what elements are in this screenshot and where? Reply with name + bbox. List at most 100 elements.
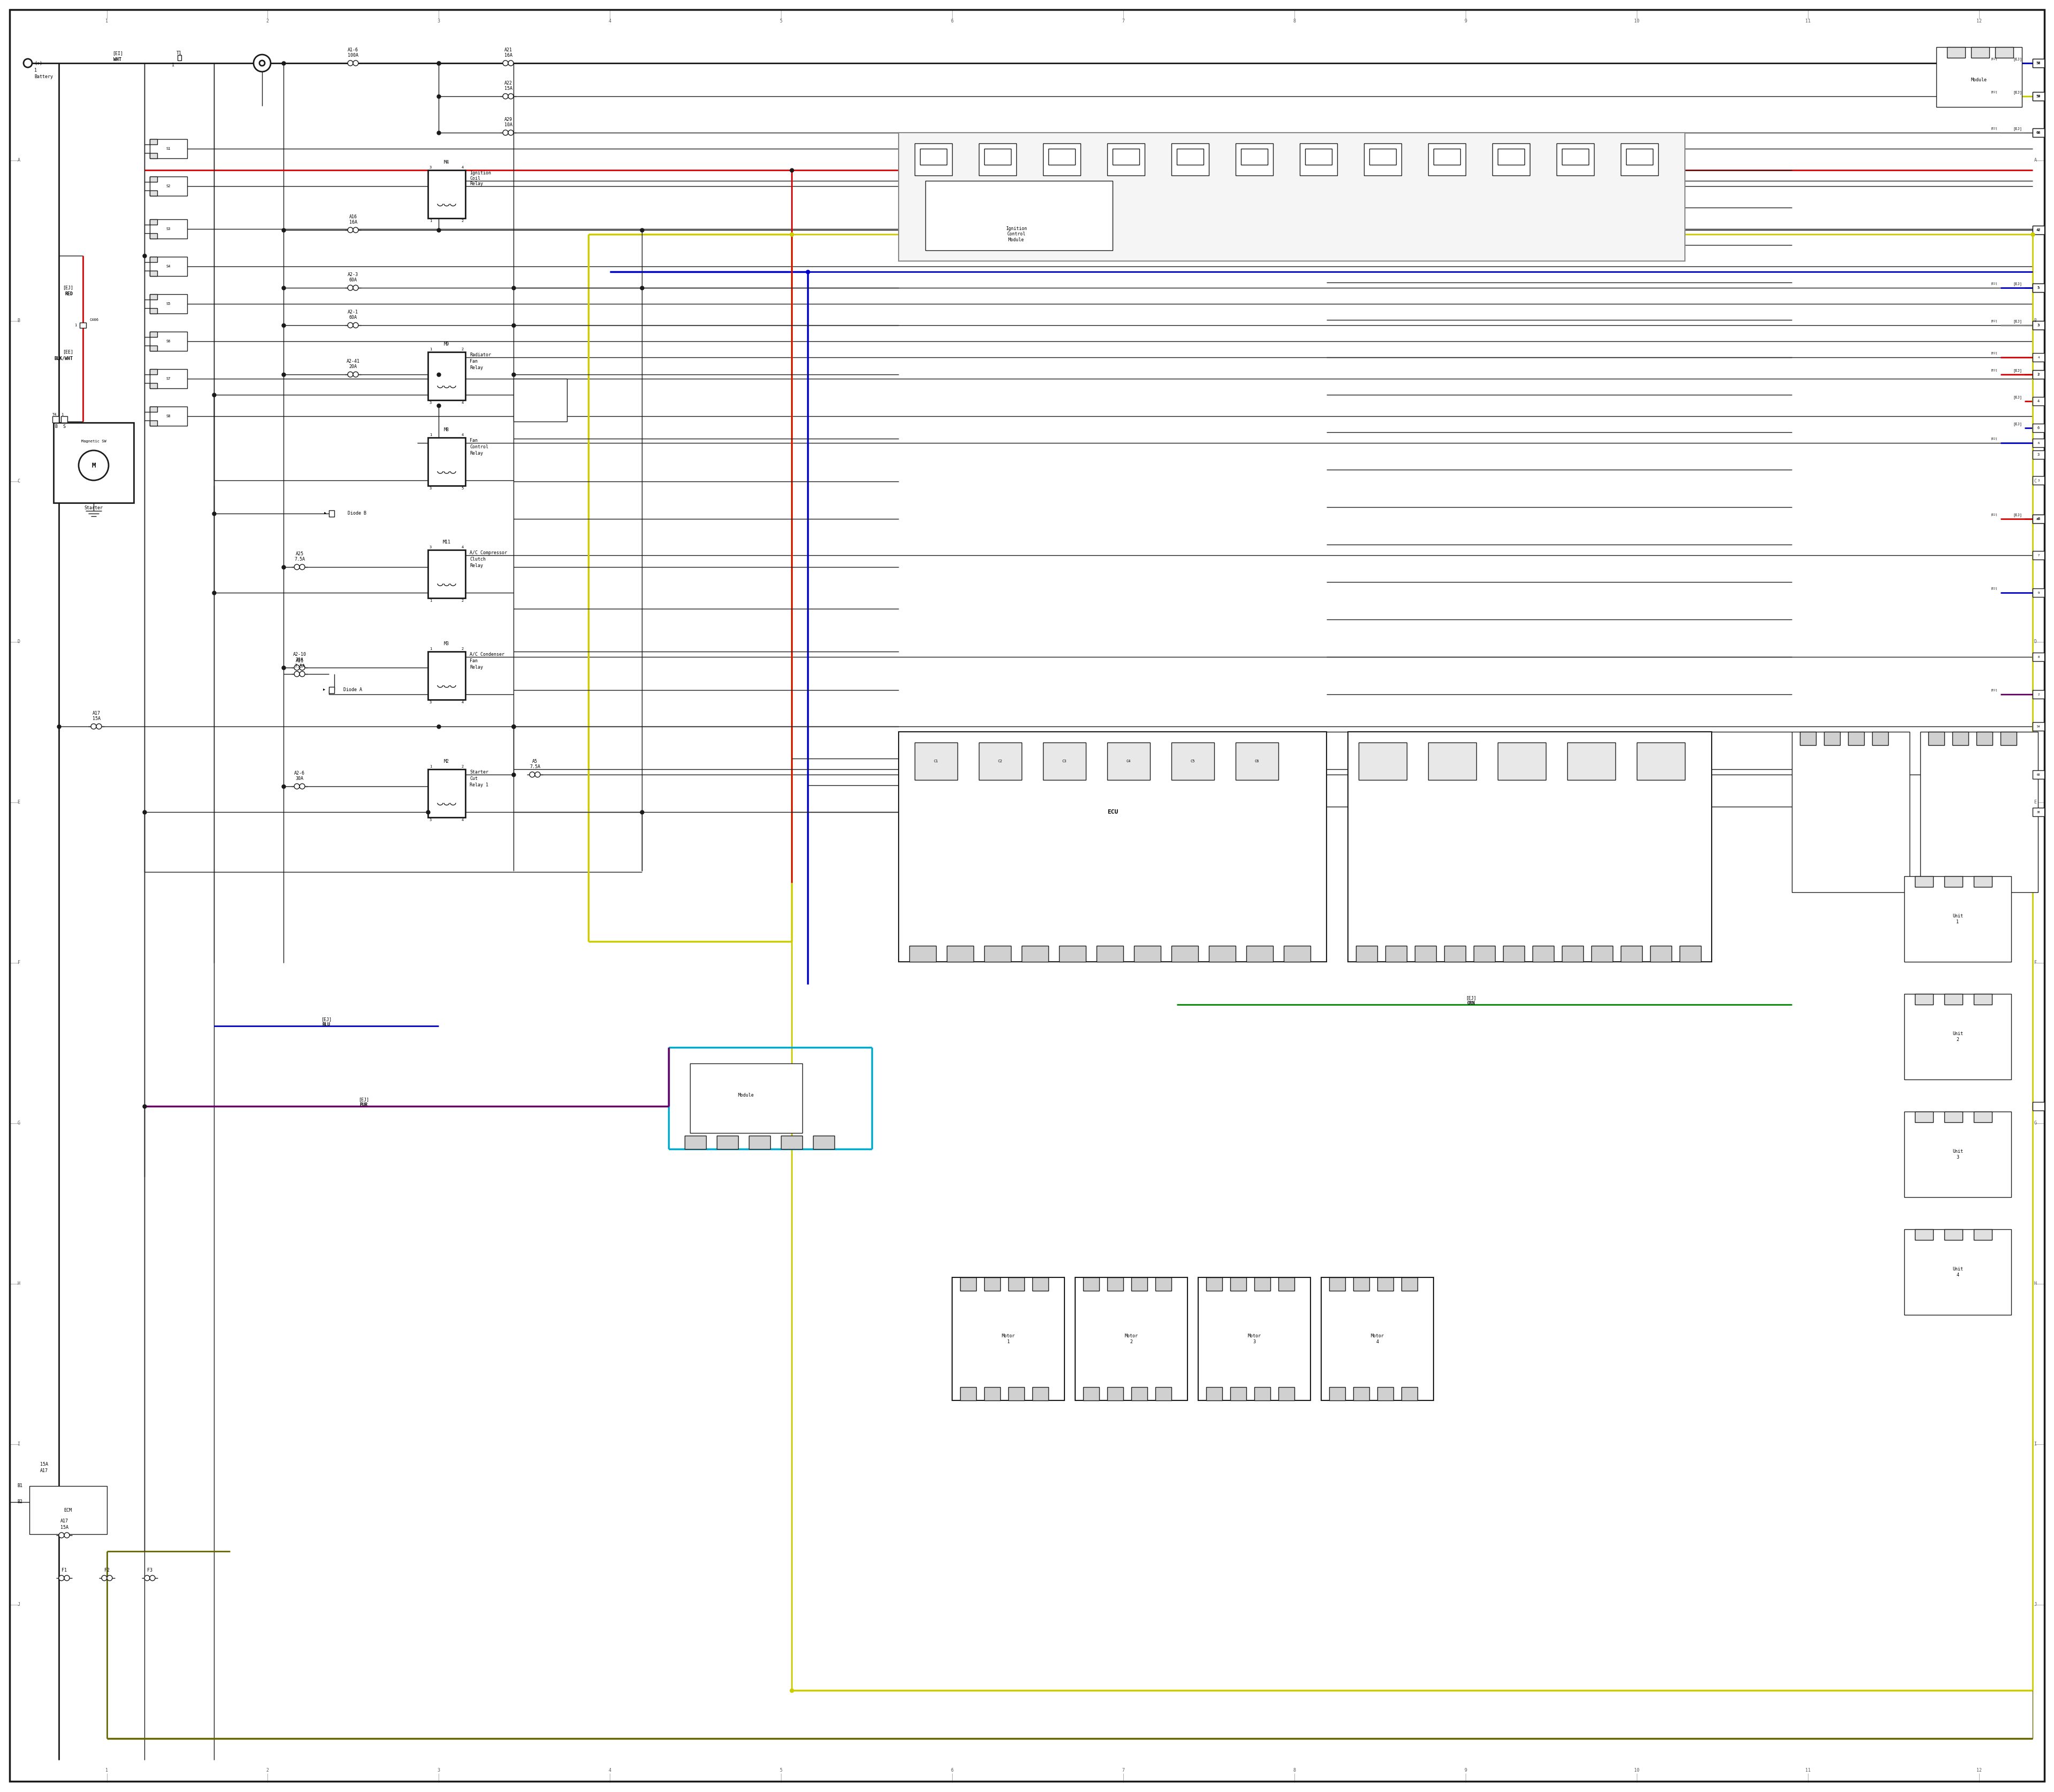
Bar <box>1043 143 1080 176</box>
Bar <box>150 219 158 224</box>
Text: A21: A21 <box>503 48 511 52</box>
Text: 3: 3 <box>429 401 431 405</box>
Bar <box>926 181 1113 251</box>
Bar <box>1354 1278 1370 1290</box>
Text: a5: a5 <box>2038 518 2040 520</box>
Bar <box>150 332 187 351</box>
Bar <box>1154 1387 1171 1400</box>
Text: D: D <box>2033 640 2038 645</box>
Text: Motor
1: Motor 1 <box>1002 1333 1015 1344</box>
Bar <box>2033 808 2044 817</box>
Bar <box>150 177 187 195</box>
Text: [EJ]: [EJ] <box>1990 281 1999 285</box>
Bar <box>1561 149 1588 165</box>
Text: S7: S7 <box>166 376 170 380</box>
Bar <box>1113 149 1140 165</box>
Text: A/C Compressor: A/C Compressor <box>470 550 507 556</box>
Bar <box>1370 149 1397 165</box>
Circle shape <box>107 1575 113 1581</box>
Text: 2: 2 <box>462 765 464 769</box>
Bar <box>1849 731 1865 745</box>
Text: Ignition: Ignition <box>470 170 491 176</box>
Bar <box>1914 995 1933 1005</box>
Circle shape <box>64 1532 70 1538</box>
Text: 2: 2 <box>267 1769 269 1772</box>
Text: 12: 12 <box>1976 1769 1982 1772</box>
Bar <box>1278 1387 1294 1400</box>
Bar <box>1557 143 1594 176</box>
Text: F: F <box>2033 961 2038 966</box>
Text: 3: 3 <box>438 1769 440 1772</box>
Text: 5: 5 <box>2038 287 2040 289</box>
Text: PUR: PUR <box>359 1102 368 1107</box>
Text: 1: 1 <box>105 1769 109 1772</box>
Bar <box>1945 1111 1962 1122</box>
Text: ECM: ECM <box>64 1507 72 1512</box>
Text: 2: 2 <box>462 219 464 222</box>
Circle shape <box>353 228 357 233</box>
Text: 1: 1 <box>74 324 76 326</box>
Bar <box>1680 946 1701 962</box>
Text: Unit
3: Unit 3 <box>1953 1149 1964 1159</box>
Text: 6: 6 <box>2038 426 2040 430</box>
Text: 9: 9 <box>1465 1769 1467 1772</box>
Bar <box>1974 1229 1992 1240</box>
Text: Unit
1: Unit 1 <box>1953 914 1964 925</box>
Text: 16A: 16A <box>349 220 357 226</box>
Text: S8: S8 <box>166 414 170 418</box>
Bar <box>1300 143 1337 176</box>
Bar <box>1255 1387 1269 1400</box>
Bar <box>2033 514 2044 523</box>
Bar <box>150 369 158 375</box>
Bar <box>1237 143 1273 176</box>
Bar <box>1060 946 1087 962</box>
Text: 2: 2 <box>267 20 269 23</box>
Bar <box>914 742 957 780</box>
Bar <box>1247 946 1273 962</box>
Circle shape <box>347 371 353 376</box>
Text: C2: C2 <box>998 760 1002 763</box>
Text: [EJ]: [EJ] <box>1990 91 1999 93</box>
Text: 1: 1 <box>429 219 431 222</box>
Bar <box>2033 321 2044 330</box>
Bar <box>1347 731 1711 962</box>
Text: S6: S6 <box>166 340 170 342</box>
Bar <box>1621 143 1658 176</box>
Text: J: J <box>2033 1602 2038 1607</box>
Bar <box>1082 1387 1099 1400</box>
Text: [EI]: [EI] <box>113 52 123 56</box>
Bar <box>1378 1278 1393 1290</box>
Text: [EJ]: [EJ] <box>2013 396 2021 400</box>
Text: A2-3: A2-3 <box>347 272 357 278</box>
Bar <box>1082 1278 1099 1290</box>
Circle shape <box>353 61 357 66</box>
Bar <box>1237 742 1278 780</box>
Text: 10A: 10A <box>503 124 511 127</box>
Text: Fan: Fan <box>470 658 479 663</box>
Text: A17: A17 <box>60 1520 68 1523</box>
Text: A5: A5 <box>532 760 538 763</box>
Bar <box>1920 731 2038 892</box>
Bar <box>1230 1387 1247 1400</box>
Text: [EJ]: [EJ] <box>2013 91 2021 95</box>
Text: ▶: ▶ <box>325 513 327 514</box>
Text: Module: Module <box>1972 77 1986 82</box>
Text: 15A: 15A <box>60 1525 68 1530</box>
Bar <box>1329 1278 1345 1290</box>
Text: 3: 3 <box>429 819 431 823</box>
Text: T4: T4 <box>53 412 58 416</box>
Bar <box>150 140 187 158</box>
Bar <box>1074 1278 1187 1400</box>
Text: 1: 1 <box>429 434 431 437</box>
Bar <box>1974 1111 1992 1122</box>
Bar <box>984 1278 1000 1290</box>
Text: S5: S5 <box>166 303 170 305</box>
Bar <box>1384 946 1407 962</box>
Text: B: B <box>16 319 21 323</box>
Bar <box>150 294 158 299</box>
Text: D: D <box>16 640 21 645</box>
Bar <box>920 149 947 165</box>
Text: 5: 5 <box>781 1769 783 1772</box>
Bar <box>1904 1229 2011 1315</box>
Circle shape <box>507 93 514 99</box>
